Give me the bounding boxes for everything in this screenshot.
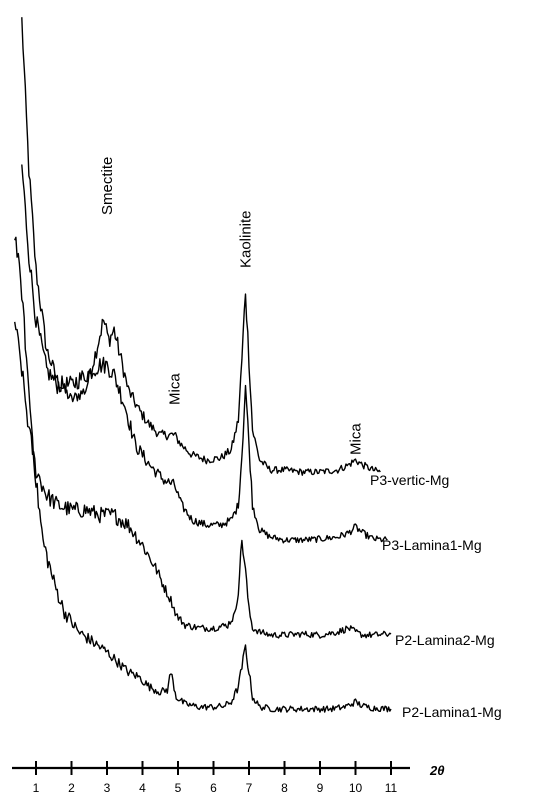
x-tick-label-2: 2 xyxy=(68,781,75,795)
x-tick-label-10: 10 xyxy=(349,781,363,795)
series-label-2: P3-Lamina1-Mg xyxy=(382,537,482,553)
x-tick-label-5: 5 xyxy=(175,781,182,795)
x-tick-label-11: 11 xyxy=(385,781,398,795)
x-axis-ticks: 1 2 3 4 5 6 7 8 9 10 11 xyxy=(33,761,398,795)
annotation-smectite-1: Smectite xyxy=(99,157,116,215)
x-tick-label-7: 7 xyxy=(246,781,253,795)
x-tick-label-1: 1 xyxy=(33,781,40,795)
series-label-4: P2-Lamina1-Mg xyxy=(402,704,502,720)
peak-annotations: Smectite Mica Kaolinite Mica xyxy=(99,157,365,455)
x-tick-label-4: 4 xyxy=(139,781,146,795)
series-line-4 xyxy=(14,236,392,713)
series-traces xyxy=(14,17,392,713)
series-line-2 xyxy=(21,164,388,544)
series-line-3 xyxy=(14,321,392,639)
series-label-3: P2-Lamina2-Mg xyxy=(395,632,495,648)
series-labels: P3-vertic-Mg P3-Lamina1-Mg P2-Lamina2-Mg P2… xyxy=(370,472,502,720)
annotation-mica-4: Mica xyxy=(348,423,365,455)
x-tick-label-8: 8 xyxy=(281,781,288,795)
series-line-1 xyxy=(21,17,381,476)
x-axis: 1 2 3 4 5 6 7 8 9 10 11 2θ xyxy=(12,761,444,795)
x-axis-title: 2θ xyxy=(429,763,444,778)
x-tick-label-3: 3 xyxy=(104,781,111,795)
x-tick-label-9: 9 xyxy=(317,781,324,795)
x-tick-label-6: 6 xyxy=(210,781,217,795)
series-label-1: P3-vertic-Mg xyxy=(370,472,449,488)
annotation-kaolinite-3: Kaolinite xyxy=(237,210,254,268)
annotation-mica-2: Mica xyxy=(166,373,183,405)
